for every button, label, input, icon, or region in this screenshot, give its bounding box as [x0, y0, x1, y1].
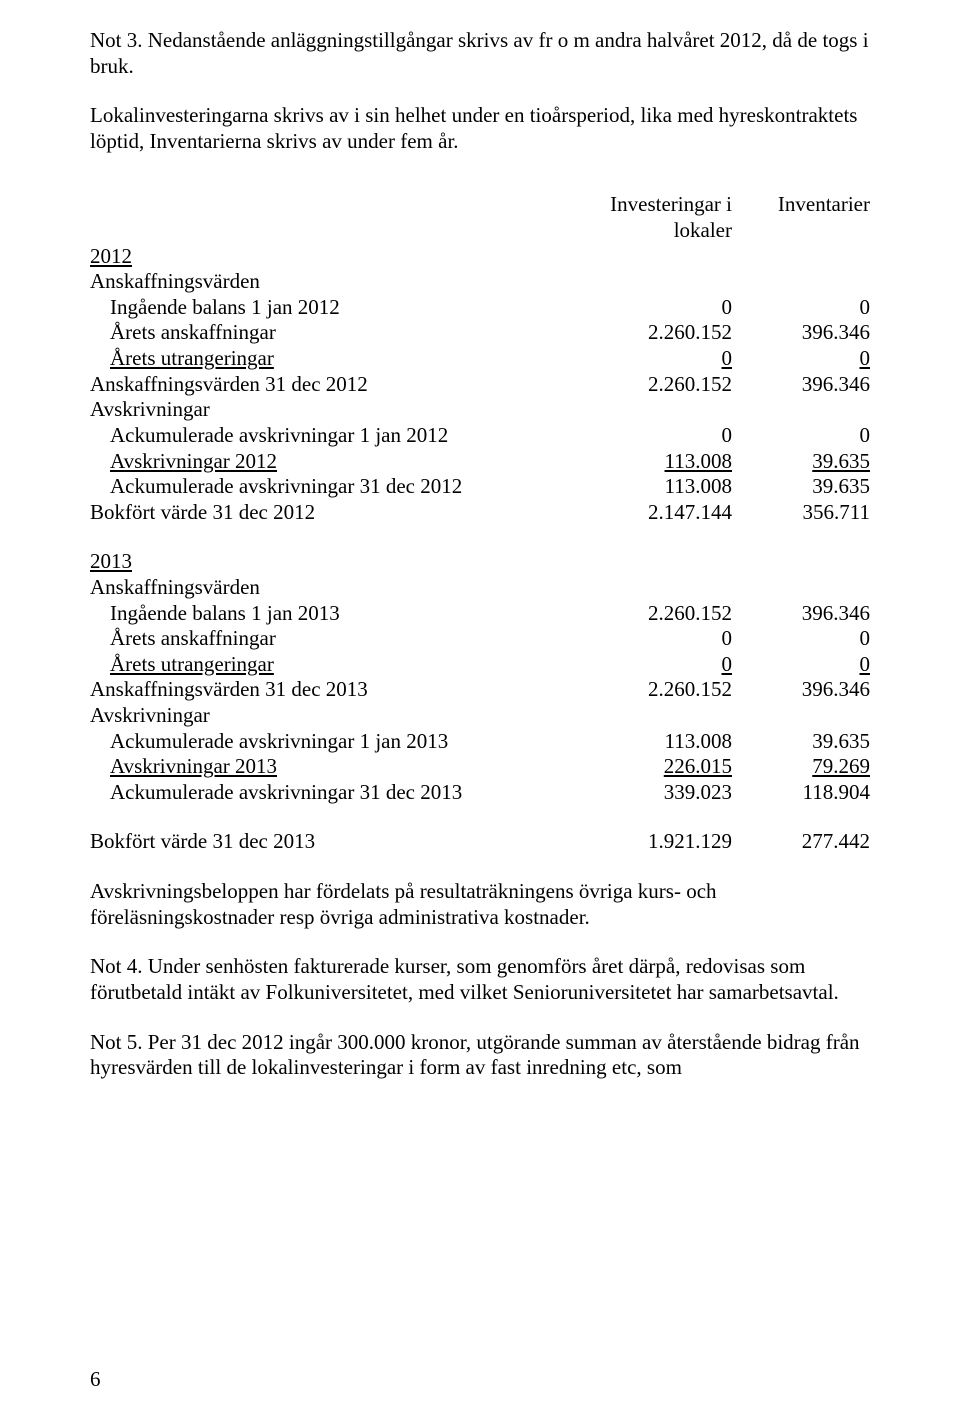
row-label: Årets utrangeringar — [90, 652, 550, 678]
section-avskrivningar-2013: Avskrivningar — [90, 703, 870, 729]
table-row: Ingående balans 1 jan 2012 0 0 — [90, 295, 870, 321]
table-row: Årets anskaffningar 2.260.152 396.346 — [90, 320, 870, 346]
section-a-label-2012: Anskaffningsvärden — [90, 269, 550, 295]
note3-para1: Not 3. Nedanstående anläggningstillgånga… — [90, 28, 870, 79]
table-row: Avskrivningar 2013 226.015 79.269 — [90, 754, 870, 780]
year-2012-label: 2012 — [90, 244, 132, 268]
table-row: Anskaffningsvärden 31 dec 2012 2.260.152… — [90, 372, 870, 398]
row-val-a: 0 — [550, 346, 740, 372]
table-row: Årets anskaffningar 0 0 — [90, 626, 870, 652]
fixed-assets-table: Investeringar i lokaler Inventarier 2012… — [90, 192, 870, 855]
table-row: Ackumulerade avskrivningar 31 dec 2013 3… — [90, 780, 870, 806]
row-label: Ackumulerade avskrivningar 31 dec 2012 — [90, 474, 550, 500]
table-row: Årets utrangeringar 0 0 — [90, 652, 870, 678]
outro-para1: Avskrivningsbeloppen har fördelats på re… — [90, 879, 870, 930]
row-val-b: 356.711 — [740, 500, 870, 526]
row-val-a: 1.921.129 — [550, 829, 740, 855]
section-anskaffningsvarden-2013: Anskaffningsvärden — [90, 575, 870, 601]
column-headers: Investeringar i lokaler Inventarier — [90, 192, 870, 243]
row-val-b: 0 — [740, 652, 870, 678]
row-label: Anskaffningsvärden 31 dec 2013 — [90, 677, 550, 703]
row-val-a: 113.008 — [550, 729, 740, 755]
table-row: Ingående balans 1 jan 2013 2.260.152 396… — [90, 601, 870, 627]
row-label: Ingående balans 1 jan 2012 — [90, 295, 550, 321]
row-val-b: 0 — [740, 295, 870, 321]
row-val-b: 277.442 — [740, 829, 870, 855]
row-val-a: 2.260.152 — [550, 372, 740, 398]
header-empty — [90, 192, 550, 243]
row-label: Årets anskaffningar — [90, 626, 550, 652]
row-val-b: 79.269 — [740, 754, 870, 780]
header-col-b: Inventarier — [740, 192, 870, 243]
row-label: Årets anskaffningar — [90, 320, 550, 346]
row-val-a: 2.147.144 — [550, 500, 740, 526]
section-a-label-2013: Anskaffningsvärden — [90, 575, 550, 601]
outro-para3: Not 5. Per 31 dec 2012 ingår 300.000 kro… — [90, 1030, 870, 1081]
outro-para2: Not 4. Under senhösten fakturerade kurse… — [90, 954, 870, 1005]
row-val-a: 0 — [550, 423, 740, 449]
row-val-a: 2.260.152 — [550, 601, 740, 627]
row-val-b: 39.635 — [740, 729, 870, 755]
year-2013-row: 2013 — [90, 549, 870, 575]
row-val-b: 39.635 — [740, 449, 870, 475]
row-val-b: 0 — [740, 346, 870, 372]
table-row: Avskrivningar 2012 113.008 39.635 — [90, 449, 870, 475]
row-label: Ackumulerade avskrivningar 1 jan 2012 — [90, 423, 550, 449]
row-label: Anskaffningsvärden 31 dec 2012 — [90, 372, 550, 398]
header-col-a: Investeringar i lokaler — [550, 192, 740, 243]
table-row: Bokfört värde 31 dec 2013 1.921.129 277.… — [90, 829, 870, 855]
row-val-a: 113.008 — [550, 474, 740, 500]
section-avskrivningar-2012: Avskrivningar — [90, 397, 870, 423]
row-label: Avskrivningar 2013 — [90, 754, 550, 780]
table-row: Årets utrangeringar 0 0 — [90, 346, 870, 372]
row-val-a: 0 — [550, 652, 740, 678]
row-val-a: 0 — [550, 295, 740, 321]
row-label: Bokfört värde 31 dec 2013 — [90, 829, 550, 855]
table-row: Bokfört värde 31 dec 2012 2.147.144 356.… — [90, 500, 870, 526]
row-val-a: 113.008 — [550, 449, 740, 475]
row-val-b: 396.346 — [740, 320, 870, 346]
row-val-b: 118.904 — [740, 780, 870, 806]
row-val-b: 0 — [740, 423, 870, 449]
year-2013-label: 2013 — [90, 549, 132, 573]
row-label: Avskrivningar 2012 — [90, 449, 550, 475]
row-label: Årets utrangeringar — [90, 346, 550, 372]
row-val-b: 0 — [740, 626, 870, 652]
document-page: Not 3. Nedanstående anläggningstillgånga… — [0, 0, 960, 1412]
row-val-a: 2.260.152 — [550, 677, 740, 703]
row-val-a: 339.023 — [550, 780, 740, 806]
page-number: 6 — [90, 1367, 101, 1392]
table-row: Ackumulerade avskrivningar 1 jan 2013 11… — [90, 729, 870, 755]
section-b-label-2013: Avskrivningar — [90, 703, 550, 729]
table-row: Anskaffningsvärden 31 dec 2013 2.260.152… — [90, 677, 870, 703]
row-val-b: 396.346 — [740, 372, 870, 398]
row-label: Ackumulerade avskrivningar 1 jan 2013 — [90, 729, 550, 755]
row-label: Ingående balans 1 jan 2013 — [90, 601, 550, 627]
table-row: Ackumulerade avskrivningar 31 dec 2012 1… — [90, 474, 870, 500]
row-label: Bokfört värde 31 dec 2012 — [90, 500, 550, 526]
section-anskaffningsvarden-2012: Anskaffningsvärden — [90, 269, 870, 295]
row-val-a: 226.015 — [550, 754, 740, 780]
row-val-b: 396.346 — [740, 601, 870, 627]
table-row: Ackumulerade avskrivningar 1 jan 2012 0 … — [90, 423, 870, 449]
note3-para2: Lokalinvesteringarna skrivs av i sin hel… — [90, 103, 870, 154]
row-val-a: 0 — [550, 626, 740, 652]
row-val-a: 2.260.152 — [550, 320, 740, 346]
row-val-b: 396.346 — [740, 677, 870, 703]
year-2012-row: 2012 — [90, 244, 870, 270]
section-b-label-2012: Avskrivningar — [90, 397, 550, 423]
row-label: Ackumulerade avskrivningar 31 dec 2013 — [90, 780, 550, 806]
row-val-b: 39.635 — [740, 474, 870, 500]
